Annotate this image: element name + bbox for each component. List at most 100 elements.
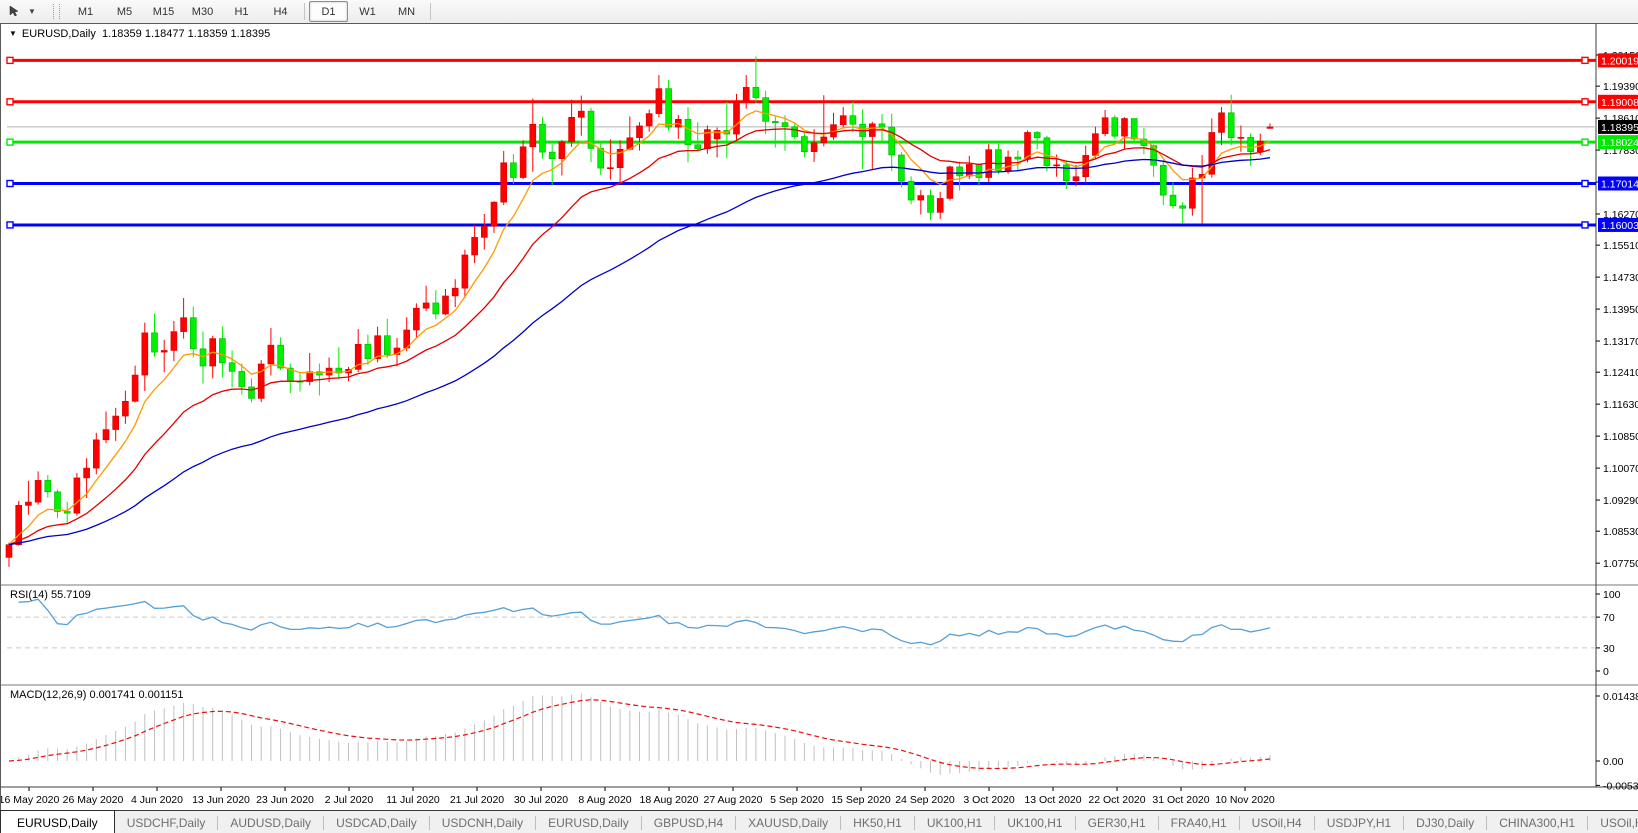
- ma-medium-line: [8, 128, 1271, 546]
- x-axis-date-label: 13 Oct 2020: [1024, 794, 1081, 806]
- tab-xauusd-daily[interactable]: XAUUSD,Daily: [748, 815, 829, 830]
- timeframe-button-w1[interactable]: W1: [359, 5, 376, 18]
- candle-body: [529, 123, 537, 148]
- price-badge-1.16003-value: 1.16003: [1601, 220, 1638, 232]
- candle-body: [684, 119, 692, 146]
- cursor-tool-caret-icon[interactable]: ▼: [28, 7, 36, 16]
- candle-body: [655, 88, 663, 114]
- tab-usoil-h4[interactable]: USOil,H4: [1251, 815, 1302, 830]
- tab-usdcnh-daily[interactable]: USDCNH,Daily: [441, 815, 524, 830]
- chart-high-value: 1.18477: [144, 28, 185, 40]
- hline-handle[interactable]: [6, 56, 14, 65]
- tab-eurusd-daily[interactable]: EURUSD,Daily: [0, 810, 115, 833]
- timeframe-button-m5[interactable]: M5: [116, 5, 133, 18]
- tab-uk100-h1[interactable]: UK100,H1: [1007, 815, 1063, 830]
- candle-body: [422, 302, 430, 309]
- macd-axis-tick: 0.00: [1603, 756, 1624, 768]
- current-price-badge-value: 1.18395: [1601, 122, 1638, 134]
- toolbar-drag-grip[interactable]: [53, 4, 60, 19]
- candle-body: [102, 429, 110, 441]
- tab-fra40-h1[interactable]: FRA40,H1: [1170, 815, 1227, 830]
- candle-body: [781, 122, 789, 128]
- candle-body: [587, 110, 595, 149]
- y-axis-tick: 1.08530: [1603, 526, 1638, 538]
- timeframe-button-m15[interactable]: M15: [152, 5, 175, 18]
- price-badge-1.20019-value: 1.20019: [1601, 55, 1638, 67]
- chart-window: 1.201501.193901.186101.178301.170501.162…: [0, 23, 1638, 811]
- candle-body: [83, 467, 90, 479]
- x-axis-date-label: 4 Jun 2020: [131, 794, 183, 806]
- hline-handle[interactable]: [6, 221, 14, 229]
- candle-body: [956, 166, 963, 177]
- tab-usdchf-daily[interactable]: USDCHF,Daily: [126, 815, 206, 830]
- timeframe-button-m30[interactable]: M30: [191, 5, 214, 18]
- candle-body: [1227, 112, 1235, 139]
- candle-body: [1043, 137, 1051, 166]
- x-axis-date-label: 22 Oct 2020: [1088, 794, 1145, 806]
- candle-body: [471, 237, 478, 256]
- timeframe-button-h1[interactable]: H1: [234, 5, 249, 18]
- chart-low-value: 1.18359: [187, 28, 228, 40]
- candle-body: [1130, 118, 1138, 140]
- hline-handle[interactable]: [6, 138, 14, 146]
- candle-body: [267, 344, 275, 365]
- hline-handle[interactable]: [1581, 138, 1589, 146]
- candle-body: [432, 302, 440, 315]
- hline-handle[interactable]: [1581, 179, 1589, 188]
- candle-body: [228, 362, 236, 372]
- tab-china300-h1[interactable]: CHINA300,H1: [1499, 815, 1576, 830]
- timeframe-button-d1[interactable]: D1: [309, 1, 348, 22]
- tab-gbpusd-h4[interactable]: GBPUSD,H4: [653, 815, 724, 830]
- timeframe-buttons: M1 M5 M15 M30 H1 H4 D1 W1 MN: [66, 1, 426, 22]
- candle-body: [742, 87, 750, 102]
- x-axis-date-label: 13 Jun 2020: [192, 794, 250, 806]
- tab-audusd-daily[interactable]: AUDUSD,Daily: [230, 815, 312, 830]
- chart-tab-bar: EURUSD,Daily USDCHF,Daily AUDUSD,Daily USDC…: [0, 810, 1638, 833]
- hline-handle[interactable]: [1581, 98, 1589, 106]
- candle-body: [1092, 133, 1099, 156]
- price-badge-1.20019: [1598, 53, 1638, 68]
- y-axis-tick: 1.13950: [1603, 304, 1638, 316]
- x-axis-date-label: 15 Sep 2020: [831, 794, 891, 806]
- timeframe-toolbar: ▼ M1 M5 M15 M30 H1 H4 D1 W1 MN: [0, 0, 1638, 24]
- tab-divider: [535, 815, 537, 830]
- y-axis-tick: 1.11630: [1603, 399, 1638, 411]
- tab-hk50-h1[interactable]: HK50,H1: [853, 815, 902, 830]
- tab-uk100-h1[interactable]: UK100,H1: [926, 815, 983, 830]
- price-badge-1.17014: [1598, 176, 1638, 191]
- cursor-tool-button[interactable]: [3, 2, 25, 21]
- timeframe-button-mn[interactable]: MN: [397, 5, 416, 18]
- chart-canvas[interactable]: 1.201501.193901.186101.178301.170501.162…: [1, 24, 1638, 810]
- x-axis-date-label: 31 Oct 2020: [1152, 794, 1209, 806]
- timeframe-button-h4[interactable]: H4: [273, 5, 288, 18]
- candle-body: [1082, 155, 1089, 178]
- timeframe-button-m1[interactable]: M1: [77, 5, 94, 18]
- rsi-indicator-label: RSI(14) 55.7109: [10, 589, 91, 601]
- candle-body: [248, 386, 255, 399]
- tab-dj30-daily[interactable]: DJ30,Daily: [1416, 815, 1475, 830]
- hline-handle[interactable]: [1581, 56, 1589, 65]
- tab-divider: [428, 815, 430, 830]
- tab-usdjpy-h1[interactable]: USDJPY,H1: [1326, 815, 1392, 830]
- tab-ger30-h1[interactable]: GER30,H1: [1087, 815, 1146, 830]
- hline-handle[interactable]: [6, 179, 14, 188]
- candle-body: [568, 116, 575, 143]
- tab-usdcad-daily[interactable]: USDCAD,Daily: [336, 815, 417, 830]
- candle-body: [519, 146, 527, 178]
- macd-axis-tick: -0.005396: [1603, 780, 1638, 792]
- price-badge-1.18024-value: 1.18024: [1601, 137, 1638, 149]
- candle-body: [5, 544, 13, 558]
- candle-body: [480, 225, 488, 238]
- tab-eurusd-daily[interactable]: EURUSD,Daily: [548, 815, 629, 830]
- chart-title-collapse-icon[interactable]: ▼: [9, 29, 17, 38]
- hline-handle[interactable]: [6, 98, 14, 106]
- x-axis-date-label: 11 Jul 2020: [386, 794, 440, 806]
- tab-usoil-h1[interactable]: USOil,H1: [1600, 815, 1638, 830]
- chart-close-value: 1.18395: [230, 28, 271, 40]
- candle-body: [965, 164, 973, 177]
- chart-open-value: 1.18359: [102, 28, 142, 40]
- candle-body: [190, 317, 197, 350]
- macd-axis-tick: 0.014384: [1603, 691, 1638, 703]
- candle-body: [451, 287, 459, 297]
- hline-handle[interactable]: [1581, 221, 1589, 229]
